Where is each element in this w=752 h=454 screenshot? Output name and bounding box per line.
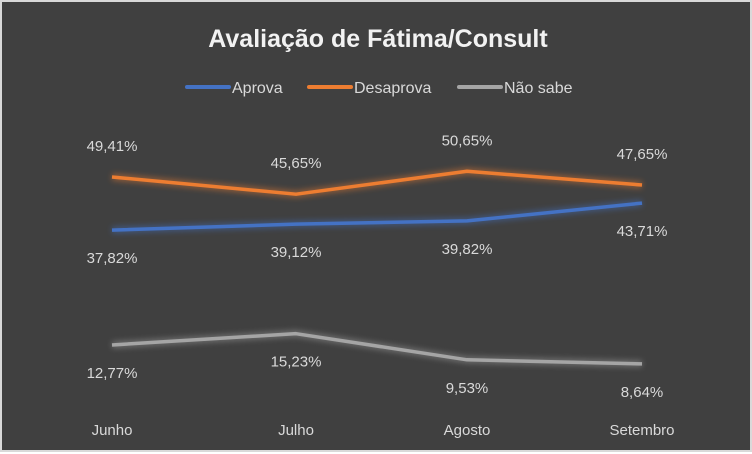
data-label: 49,41% xyxy=(87,138,138,155)
data-label: 12,77% xyxy=(87,365,138,382)
series-glow xyxy=(111,330,643,368)
data-label: 37,82% xyxy=(87,250,138,267)
data-label: 50,65% xyxy=(442,132,493,149)
data-label: 39,12% xyxy=(271,244,322,261)
data-label: 39,82% xyxy=(442,241,493,258)
series-line-Aprova xyxy=(111,201,643,232)
x-tick-label: Julho xyxy=(278,422,314,439)
x-tick-label: Setembro xyxy=(609,422,674,439)
data-label: 15,23% xyxy=(271,354,322,371)
data-label: 47,65% xyxy=(617,146,668,163)
series-line-Desaprova xyxy=(111,169,643,196)
legend-label: Não sabe xyxy=(504,80,573,97)
legend-label: Desaprova xyxy=(354,80,431,97)
x-tick-label: Agosto xyxy=(444,422,491,439)
x-tick-label: Junho xyxy=(92,422,133,439)
series-line-Não sabe xyxy=(111,331,643,366)
legend-label: Aprova xyxy=(232,80,283,97)
data-label: 45,65% xyxy=(271,155,322,172)
chart-title: Avaliação de Fátima/Consult xyxy=(208,25,548,53)
data-label: 8,64% xyxy=(621,384,664,401)
data-label: 43,71% xyxy=(617,223,668,240)
data-label: 9,53% xyxy=(446,380,489,397)
